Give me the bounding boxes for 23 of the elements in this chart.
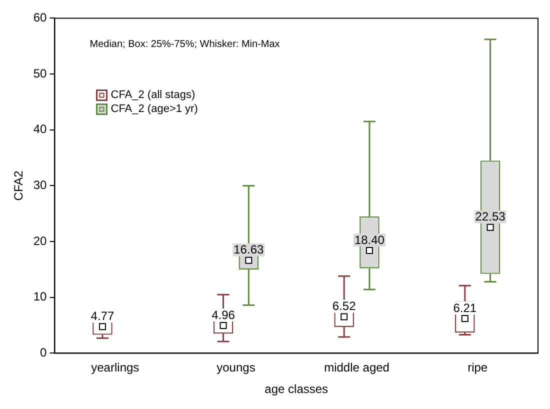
text: 4.77 bbox=[90, 308, 114, 323]
y-tick-label: 40 bbox=[33, 122, 48, 136]
text: 4.96 bbox=[212, 308, 235, 322]
y-tick-label: 60 bbox=[33, 10, 48, 25]
x-tick-label: yearlings bbox=[91, 360, 140, 375]
y-tick-label: 10 bbox=[33, 290, 48, 304]
y-tick-label: 50 bbox=[33, 66, 48, 80]
x-axis-title: age classes bbox=[264, 382, 328, 396]
text: 18.40 bbox=[354, 232, 384, 247]
y-axis-title: CFA2 bbox=[12, 170, 26, 201]
y-tick-label: 30 bbox=[33, 178, 48, 192]
y-tick-label: 20 bbox=[33, 234, 48, 248]
x-tick-label: ripe bbox=[468, 360, 488, 375]
legend-label: CFA_2 (all stags) bbox=[110, 89, 196, 102]
text: 6.21 bbox=[453, 300, 477, 315]
x-tick-label: middle aged bbox=[324, 360, 390, 375]
legend-label: CFA_2 (age>1 yr) bbox=[110, 103, 198, 116]
annotation: Median; Box: 25%-75%; Whisker: Min-Max bbox=[90, 38, 280, 50]
y-tick-label: 0 bbox=[40, 346, 48, 360]
text: 6.52 bbox=[332, 299, 356, 314]
text: 22.53 bbox=[475, 210, 506, 224]
text: 16.63 bbox=[234, 242, 264, 257]
x-tick-label: youngs bbox=[216, 360, 256, 375]
